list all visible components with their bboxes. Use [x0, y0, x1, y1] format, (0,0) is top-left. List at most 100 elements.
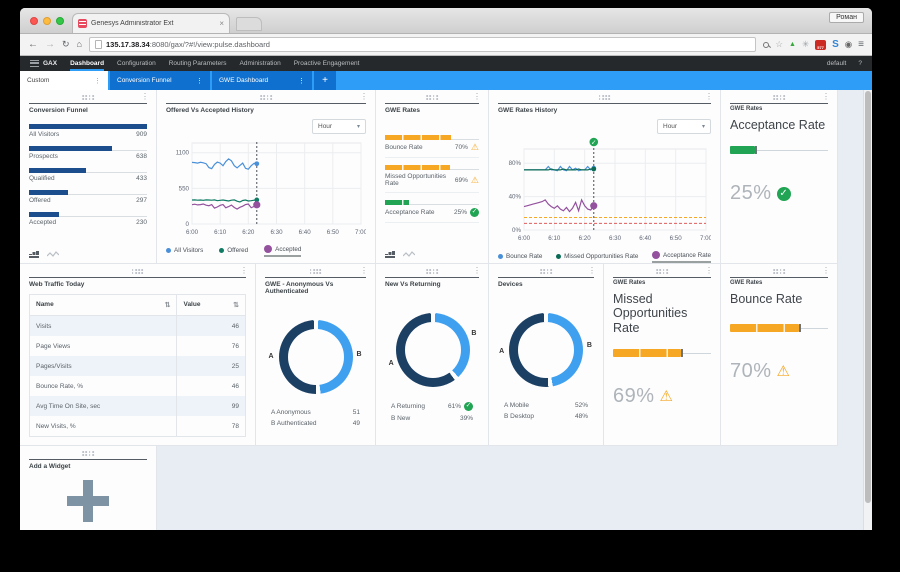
- widget-menu-icon[interactable]: ⋮: [473, 92, 481, 101]
- widget-menu-icon[interactable]: ⋮: [705, 266, 713, 275]
- line-chart-type-icon[interactable]: [47, 251, 59, 258]
- widget-menu-icon[interactable]: ⋮: [588, 266, 596, 275]
- drag-handle-icon[interactable]: [656, 269, 668, 271]
- bar-chart-type-icon[interactable]: [29, 251, 39, 258]
- widget-menu-icon[interactable]: ⋮: [240, 266, 248, 275]
- nav-item-dashboard[interactable]: Dashboard: [70, 56, 105, 71]
- extension-asterisk-icon[interactable]: ✳: [801, 39, 810, 50]
- drag-handle-icon[interactable]: [82, 451, 94, 453]
- widget-menu-icon[interactable]: ⋮: [822, 266, 830, 275]
- legend-offered[interactable]: Offered: [219, 247, 248, 256]
- widget-category: GWE Rates: [730, 106, 763, 112]
- browser-tab[interactable]: Genesys Administrator Ext ×: [72, 13, 230, 33]
- kpi-value: 69%: [613, 385, 655, 408]
- genesys-logo-icon: [30, 60, 39, 67]
- browser-menu-icon[interactable]: ≡: [858, 38, 864, 50]
- svg-text:✓: ✓: [591, 140, 596, 147]
- kpi-value: 25%: [730, 182, 772, 205]
- extension-arrow-icon[interactable]: ▲: [789, 41, 796, 48]
- minimize-window-button[interactable]: [43, 17, 51, 25]
- line-chart-type-icon[interactable]: [403, 251, 415, 258]
- kpi-title: Missed Opportunities Rate: [613, 292, 688, 335]
- tab-gwe-dashboard[interactable]: GWE Dashboard ⋮: [212, 71, 312, 90]
- donut-chart: A B: [498, 302, 594, 398]
- widget-menu-icon[interactable]: ⋮: [473, 266, 481, 275]
- legend-acceptance-rate[interactable]: Acceptance Rate: [652, 251, 711, 263]
- widget-menu-icon[interactable]: ⋮: [822, 92, 830, 101]
- drag-handle-icon[interactable]: [426, 95, 438, 97]
- browser-profile-name[interactable]: Роман: [829, 12, 864, 23]
- offered-accepted-line-chart: 6:00 6:10 6:20 6:30 6:40 6:50 7:00 0 550 1100: [166, 137, 368, 242]
- camera-extension-icon[interactable]: ◉: [844, 39, 853, 50]
- bookmark-star-icon[interactable]: ☆: [775, 39, 783, 50]
- svg-text:6:40: 6:40: [639, 235, 652, 242]
- legend-all-visitors[interactable]: All Visitors: [166, 247, 203, 256]
- widget-missed-opportunities-rate: ⋮ GWE Rates Missed Opportunities Rate 69…: [604, 264, 721, 446]
- address-bar[interactable]: 135.17.38.34:8080/gax/?#!/view:pulse.das…: [88, 37, 757, 52]
- tab-menu-icon[interactable]: ⋮: [196, 77, 203, 85]
- drag-handle-icon[interactable]: [598, 95, 611, 97]
- plus-icon[interactable]: [67, 480, 109, 522]
- column-header-name[interactable]: Name ⇅: [29, 294, 177, 316]
- bar-chart-type-icon[interactable]: [385, 251, 395, 258]
- reload-button[interactable]: ↻: [62, 39, 70, 49]
- add-tab-button[interactable]: +: [314, 71, 336, 90]
- kpi-bar: [730, 146, 756, 155]
- sort-icon[interactable]: ⇅: [164, 302, 171, 309]
- drag-handle-icon[interactable]: [773, 269, 785, 271]
- home-button[interactable]: ⌂: [76, 39, 82, 49]
- widget-anonymous-vs-authenticated: ⋮ GWE - Anonymous Vs Authenticated A B A…: [256, 264, 376, 446]
- widget-add-widget[interactable]: Add a Widget: [20, 446, 157, 530]
- drag-handle-icon[interactable]: [82, 95, 94, 97]
- column-header-value[interactable]: Value ⇅: [176, 294, 246, 316]
- drag-handle-icon[interactable]: [773, 95, 785, 97]
- help-button[interactable]: ?: [858, 60, 862, 67]
- page-scrollbar[interactable]: [863, 90, 872, 530]
- time-range-dropdown[interactable]: Hour ▾: [657, 119, 711, 134]
- nav-item-configuration[interactable]: Configuration: [117, 60, 156, 67]
- tab-menu-icon[interactable]: ⋮: [94, 77, 101, 85]
- widget-menu-icon[interactable]: ⋮: [141, 92, 149, 101]
- browser-tab-title: Genesys Administrator Ext: [91, 20, 174, 27]
- close-window-button[interactable]: [30, 17, 38, 25]
- widget-menu-icon[interactable]: ⋮: [705, 92, 713, 101]
- svg-text:6:20: 6:20: [242, 229, 255, 236]
- svg-text:7:00: 7:00: [700, 235, 711, 242]
- rate-row: Missed Opportunities Rate 69% ⚠: [385, 158, 479, 193]
- drag-handle-icon[interactable]: [540, 269, 552, 271]
- svg-text:6:00: 6:00: [186, 229, 199, 236]
- sort-icon[interactable]: ⇅: [233, 302, 239, 309]
- search-icon[interactable]: [763, 41, 770, 48]
- tab-custom[interactable]: Custom ⋮: [20, 71, 108, 90]
- zoom-window-button[interactable]: [56, 17, 64, 25]
- svg-text:7:00: 7:00: [355, 229, 366, 236]
- gax-brand[interactable]: GAX: [30, 60, 57, 67]
- widget-gwe-rates-history: ⋮ GWE Rates History Hour ▾ 6:00 6:10 6:20 6:…: [489, 90, 721, 264]
- legend-bounce-rate[interactable]: Bounce Rate: [498, 253, 542, 262]
- skype-extension-icon[interactable]: S: [832, 38, 839, 50]
- widget-menu-icon[interactable]: ⋮: [360, 266, 368, 275]
- tab-close-icon[interactable]: ×: [219, 19, 224, 28]
- widget-menu-icon[interactable]: ⋮: [360, 92, 368, 101]
- tab-conversion-funnel[interactable]: Conversion Funnel ⋮: [110, 71, 210, 90]
- drag-handle-icon[interactable]: [309, 269, 322, 271]
- svg-text:6:00: 6:00: [518, 235, 531, 242]
- tab-menu-icon[interactable]: ⋮: [298, 77, 305, 85]
- kpi-bar: [730, 324, 801, 333]
- drag-handle-icon[interactable]: [260, 95, 272, 97]
- drag-handle-icon[interactable]: [131, 269, 144, 271]
- profile-menu[interactable]: default: [826, 60, 847, 67]
- drag-handle-icon[interactable]: [426, 269, 438, 271]
- forward-button[interactable]: →: [45, 38, 55, 50]
- scrollbar-thumb[interactable]: [865, 91, 871, 503]
- nav-item-proactive-engagement[interactable]: Proactive Engagement: [293, 60, 360, 67]
- time-range-dropdown[interactable]: Hour ▾: [312, 119, 366, 134]
- new-tab-button[interactable]: [236, 17, 262, 31]
- rss-extension-icon[interactable]: 577: [815, 39, 827, 50]
- back-button[interactable]: ←: [28, 38, 38, 50]
- legend-accepted[interactable]: Accepted: [264, 245, 302, 257]
- nav-item-administration[interactable]: Administration: [239, 60, 281, 67]
- legend-missed-opportunities-rate[interactable]: Missed Opportunities Rate: [556, 253, 638, 262]
- widget-title: Conversion Funnel: [29, 107, 88, 114]
- nav-item-routing-parameters[interactable]: Routing Parameters: [168, 60, 227, 67]
